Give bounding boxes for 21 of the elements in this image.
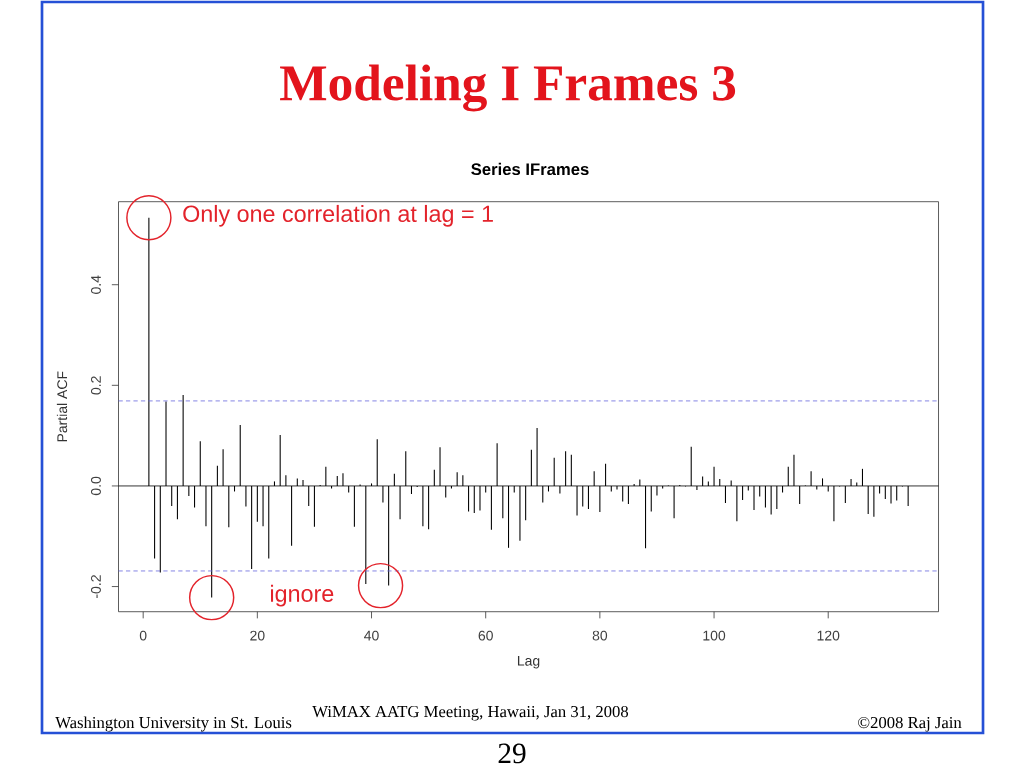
chart-subtitle: Series IFrames <box>471 162 589 176</box>
x-axis-title: Lag <box>517 655 540 669</box>
x-tick-label: 80 <box>592 630 608 641</box>
x-tick-label: 100 <box>703 630 726 641</box>
x-tick-label: 120 <box>817 630 840 641</box>
y-tick-label: -0.2 <box>91 575 101 598</box>
text: WiMAX AATG Meeting, Hawaii, Jan 31, 2008 <box>312 705 629 721</box>
annotation: ignore <box>271 584 334 607</box>
text: ©2008 Raj Jain <box>858 716 962 732</box>
x-tick-label: 20 <box>250 630 265 641</box>
text: 29 <box>498 743 526 764</box>
y-tick-label: 0.2 <box>91 376 101 395</box>
chart-title: Modeling I Frames 3 <box>280 64 736 112</box>
x-tick-label: 0 <box>139 630 147 641</box>
text: Washington University in St. Louis <box>55 716 292 732</box>
annotation: Only one correlation at lag = 1 <box>183 204 493 227</box>
y-tick-label: 0.0 <box>91 476 101 496</box>
x-tick-label: 60 <box>478 630 493 641</box>
y-axis-title: Partial ACF <box>56 371 68 442</box>
x-tick-label: 40 <box>364 630 379 641</box>
y-tick-label: 0.4 <box>91 275 101 294</box>
